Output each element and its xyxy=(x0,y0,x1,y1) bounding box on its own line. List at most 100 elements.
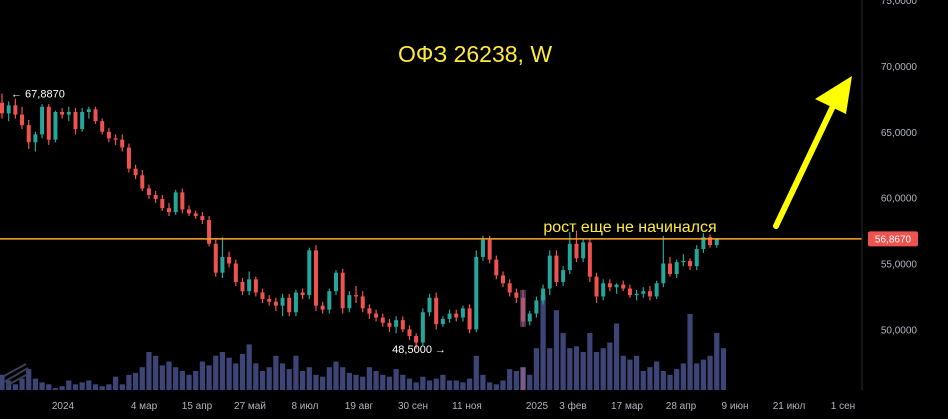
candle xyxy=(647,285,652,301)
annotation-text: рост еще не начинался xyxy=(543,219,716,236)
volume-bar xyxy=(112,376,119,390)
volume-bar xyxy=(193,371,199,390)
candle xyxy=(106,127,111,143)
candle xyxy=(307,247,312,300)
volume-bar xyxy=(226,357,232,390)
candle xyxy=(73,108,78,135)
volume-bar xyxy=(507,369,513,390)
volume-bar xyxy=(19,378,25,390)
candle xyxy=(507,279,512,297)
volume-bar xyxy=(467,378,473,390)
candle xyxy=(701,233,706,253)
volume-bar xyxy=(373,371,379,390)
volume-bar xyxy=(253,363,259,390)
candle xyxy=(607,279,612,292)
candle xyxy=(227,251,232,268)
candle xyxy=(467,304,472,334)
volume-bar xyxy=(600,348,606,390)
volume-bar xyxy=(92,384,99,390)
volume-bar xyxy=(487,382,493,390)
time-axis[interactable]: 2024 4 мар 15 апр 27 май 8 июл 19 авг 30 сен 11… xyxy=(52,400,855,412)
candle xyxy=(561,266,566,286)
candle xyxy=(240,278,245,296)
candle xyxy=(694,245,699,271)
volume-bar xyxy=(273,355,279,390)
volume-bar xyxy=(654,361,660,390)
candle xyxy=(273,297,278,311)
candle xyxy=(287,293,292,317)
volume-bar xyxy=(627,359,633,390)
volume-bar xyxy=(426,380,433,390)
volume-bar xyxy=(219,352,226,390)
candle xyxy=(220,237,225,279)
volume-bar xyxy=(99,386,105,390)
x-tick-label: 27 май xyxy=(234,401,266,412)
candle xyxy=(140,169,145,192)
volume-bar xyxy=(153,355,159,390)
candle xyxy=(180,188,185,214)
candle xyxy=(13,98,18,119)
volume-bar xyxy=(613,323,620,390)
candle xyxy=(587,238,592,282)
volume-bar xyxy=(406,378,413,390)
candle xyxy=(334,270,338,296)
volume-bar xyxy=(634,355,640,390)
candle xyxy=(460,305,465,322)
price-axis[interactable]: 75,0000 70,0000 65,0000 60,0000 55,0000 50,00… xyxy=(881,0,918,336)
volume-bar xyxy=(380,374,386,390)
volume-bar xyxy=(173,367,179,390)
volume-bar xyxy=(513,371,519,390)
candle xyxy=(300,288,305,300)
volume-bar xyxy=(206,365,212,390)
candle xyxy=(100,118,105,135)
x-tick-label: 15 апр xyxy=(182,401,213,412)
candle xyxy=(668,256,672,277)
volume-bar xyxy=(26,369,32,390)
candle xyxy=(674,259,679,279)
candle xyxy=(547,250,552,296)
candle xyxy=(247,271,252,296)
volume-bar xyxy=(32,378,38,390)
candle xyxy=(260,288,265,304)
candle xyxy=(534,296,539,318)
candle xyxy=(634,289,639,301)
candle xyxy=(46,104,51,145)
volume-bar xyxy=(473,355,479,390)
volume-bar xyxy=(527,374,533,390)
candle xyxy=(40,104,45,139)
x-tick-label: 3 фев xyxy=(559,400,586,412)
candle xyxy=(501,271,505,288)
candle xyxy=(213,239,218,277)
x-tick-label: 17 мар xyxy=(611,401,643,412)
volume-bar xyxy=(620,355,626,390)
candle xyxy=(541,284,546,305)
volume-bar xyxy=(179,371,185,390)
volume-bar xyxy=(366,367,372,390)
candle xyxy=(601,279,606,301)
candle xyxy=(614,283,619,294)
volume-bar xyxy=(593,352,600,390)
trend-arrow-icon[interactable] xyxy=(773,76,852,229)
volume-bar xyxy=(700,359,706,390)
volume-bar xyxy=(320,376,326,390)
volume-bar xyxy=(694,363,700,390)
volume-bar xyxy=(186,374,192,390)
candle xyxy=(53,110,58,143)
chart-title: ОФЗ 26238, W xyxy=(398,41,552,67)
volume-bar xyxy=(279,363,286,390)
volume-bar xyxy=(106,384,112,390)
candle xyxy=(661,235,666,288)
candle xyxy=(514,288,519,304)
candle xyxy=(66,106,71,122)
candle xyxy=(367,304,372,319)
volume-bar xyxy=(360,376,366,390)
candle xyxy=(313,245,318,311)
volume-bar xyxy=(580,352,586,390)
volume-bar xyxy=(386,376,393,390)
volume-bar xyxy=(413,382,419,390)
volume-bar xyxy=(680,363,686,390)
volume-bar xyxy=(533,348,539,390)
volume-bar xyxy=(393,369,399,390)
candle xyxy=(380,313,385,327)
